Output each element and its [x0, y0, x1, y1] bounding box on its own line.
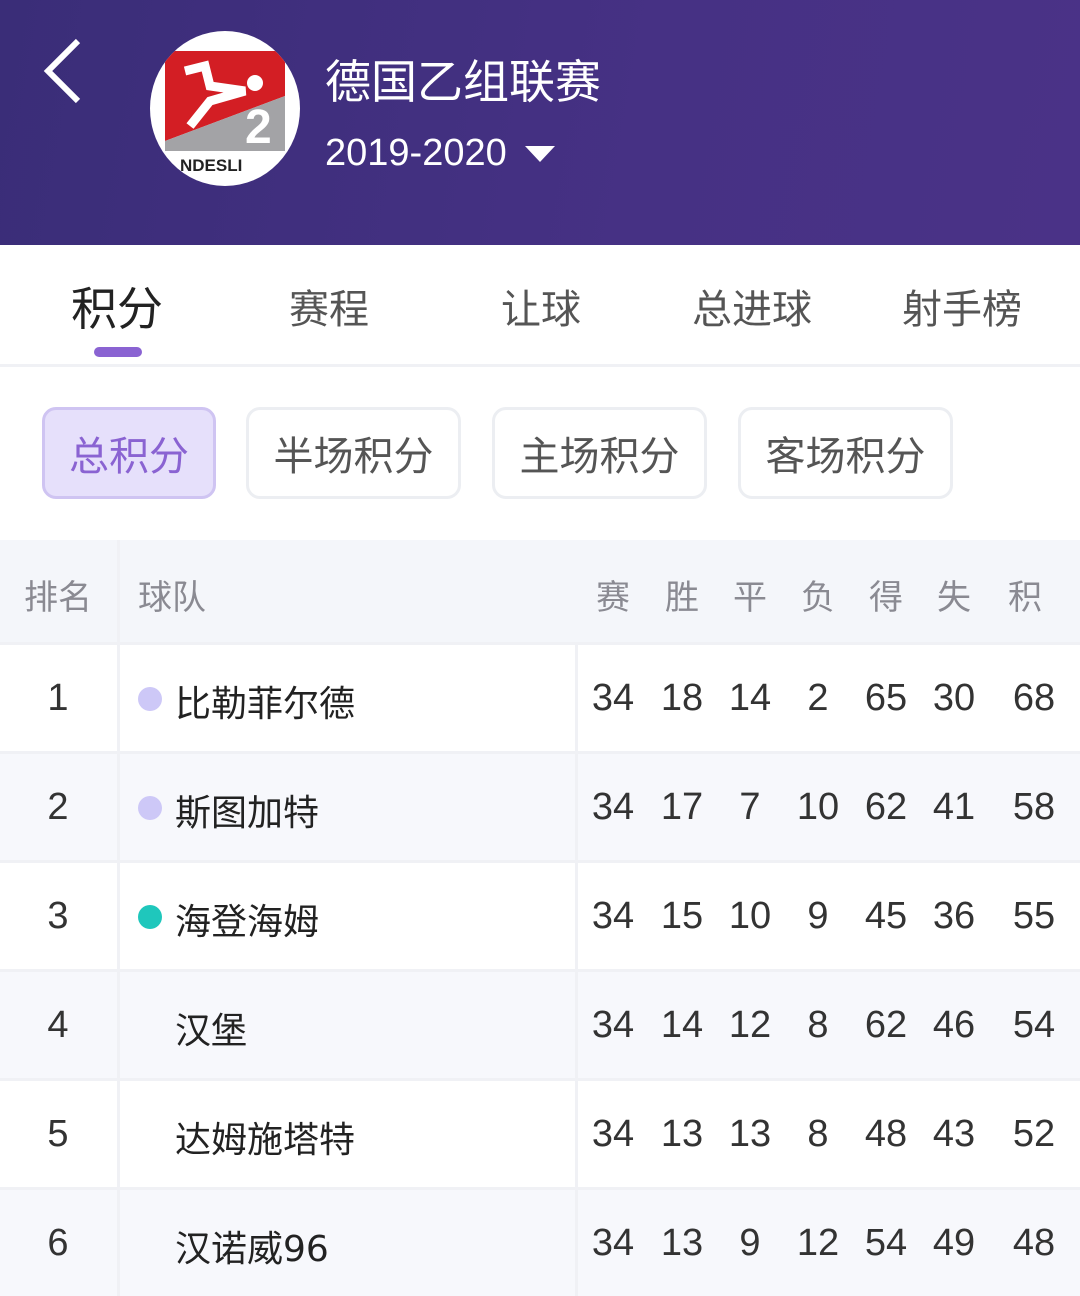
- stat-won: 15: [660, 895, 704, 937]
- header-lost: 负: [801, 578, 835, 618]
- rank: 6: [47, 1222, 69, 1264]
- table-row[interactable]: 4 汉堡 34 14 12 8 62 46 54: [0, 969, 1080, 1078]
- table-header: 排名 球队 赛 胜 平 负 得 失 积: [0, 540, 1080, 642]
- rank: 3: [47, 895, 69, 937]
- league-logo: 2 NDESLI: [150, 31, 300, 186]
- stat-points: 68: [1012, 677, 1056, 719]
- stat-goals-for: 62: [864, 1004, 908, 1046]
- stat-goals-for: 45: [864, 895, 908, 937]
- stat-drawn: 9: [739, 1222, 761, 1264]
- header-goals-against: 失: [937, 578, 971, 618]
- stat-drawn: 7: [739, 786, 761, 828]
- stat-goals-for: 65: [864, 677, 908, 719]
- stat-drawn: 13: [728, 1113, 772, 1155]
- tab-handicap[interactable]: 让球: [501, 287, 581, 333]
- back-arrow-icon[interactable]: [38, 36, 88, 106]
- team-name[interactable]: 汉堡: [175, 1011, 248, 1052]
- stat-drawn: 12: [728, 1004, 772, 1046]
- stat-goals-against: 30: [932, 677, 976, 719]
- rank: 2: [47, 786, 69, 828]
- season-label: 2019-2020: [325, 132, 507, 174]
- team-name[interactable]: 汉诺威96: [175, 1229, 329, 1270]
- stat-points: 55: [1012, 895, 1056, 937]
- team-name[interactable]: 海登海姆: [175, 902, 320, 943]
- stat-drawn: 10: [728, 895, 772, 937]
- stat-points: 48: [1012, 1222, 1056, 1264]
- stat-won: 13: [660, 1222, 704, 1264]
- header-rank: 排名: [24, 578, 92, 618]
- header-drawn: 平: [733, 578, 767, 618]
- stat-lost: 2: [807, 677, 829, 719]
- stat-goals-against: 36: [932, 895, 976, 937]
- stat-goals-for: 48: [864, 1113, 908, 1155]
- header-goals-for: 得: [869, 578, 903, 618]
- stat-played: 34: [591, 1113, 635, 1155]
- table-row[interactable]: 2 斯图加特 34 17 7 10 62 41 58: [0, 751, 1080, 860]
- header-points: 积: [1008, 578, 1042, 618]
- tab-total-goals[interactable]: 总进球: [692, 287, 812, 333]
- stat-won: 17: [660, 786, 704, 828]
- filter-home[interactable]: 主场积分: [492, 407, 707, 499]
- rank: 1: [47, 677, 69, 719]
- stat-played: 34: [591, 895, 635, 937]
- filter-total[interactable]: 总积分: [42, 407, 216, 499]
- league-header: 2 NDESLI 德国乙组联赛 2019-2020: [0, 0, 1080, 245]
- stat-lost: 8: [807, 1113, 829, 1155]
- stat-won: 18: [660, 677, 704, 719]
- table-row[interactable]: 1 比勒菲尔德 34 18 14 2 65 30 68: [0, 642, 1080, 751]
- team-name[interactable]: 达姆施塔特: [175, 1120, 356, 1161]
- header-team: 球队: [138, 578, 206, 618]
- stat-played: 34: [591, 1222, 635, 1264]
- stat-played: 34: [591, 677, 635, 719]
- stat-won: 13: [660, 1113, 704, 1155]
- svg-text:2: 2: [245, 101, 272, 154]
- stat-goals-against: 43: [932, 1113, 976, 1155]
- filter-away[interactable]: 客场积分: [738, 407, 953, 499]
- league-title: 德国乙组联赛: [325, 55, 601, 109]
- rank: 4: [47, 1004, 69, 1046]
- stat-goals-for: 62: [864, 786, 908, 828]
- stat-won: 14: [660, 1004, 704, 1046]
- stat-points: 58: [1012, 786, 1056, 828]
- stat-lost: 12: [796, 1222, 840, 1264]
- stat-points: 52: [1012, 1113, 1056, 1155]
- team-name[interactable]: 斯图加特: [175, 793, 320, 834]
- stat-points: 54: [1012, 1004, 1056, 1046]
- season-selector[interactable]: 2019-2020: [325, 132, 555, 175]
- tab-bar: 积分 赛程 让球 总进球 射手榜: [0, 245, 1080, 367]
- svg-text:NDESLI: NDESLI: [180, 156, 242, 175]
- table-row[interactable]: 5 达姆施塔特 34 13 13 8 48 43 52: [0, 1078, 1080, 1187]
- stat-lost: 8: [807, 1004, 829, 1046]
- table-row[interactable]: 3 海登海姆 34 15 10 9 45 36 55: [0, 860, 1080, 969]
- tab-schedule[interactable]: 赛程: [289, 287, 369, 333]
- playoff-marker-icon: [138, 905, 162, 929]
- header-won: 胜: [665, 578, 699, 618]
- header-played: 赛: [596, 578, 630, 618]
- filter-half-time[interactable]: 半场积分: [246, 407, 461, 499]
- tab-top-scorers[interactable]: 射手榜: [902, 287, 1022, 333]
- stat-lost: 9: [807, 895, 829, 937]
- promotion-marker-icon: [138, 687, 162, 711]
- stat-goals-against: 41: [932, 786, 976, 828]
- stat-played: 34: [591, 786, 635, 828]
- stat-goals-for: 54: [864, 1222, 908, 1264]
- stat-played: 34: [591, 1004, 635, 1046]
- tab-standings[interactable]: 积分: [71, 282, 163, 336]
- team-name[interactable]: 比勒菲尔德: [175, 684, 356, 725]
- table-row[interactable]: 6 汉诺威96 34 13 9 12 54 49 48: [0, 1187, 1080, 1296]
- rank: 5: [47, 1113, 69, 1155]
- promotion-marker-icon: [138, 796, 162, 820]
- stat-goals-against: 49: [932, 1222, 976, 1264]
- dropdown-triangle-icon: [524, 145, 555, 162]
- active-tab-indicator: [94, 347, 142, 357]
- stat-lost: 10: [796, 786, 840, 828]
- stat-goals-against: 46: [932, 1004, 976, 1046]
- stat-drawn: 14: [728, 677, 772, 719]
